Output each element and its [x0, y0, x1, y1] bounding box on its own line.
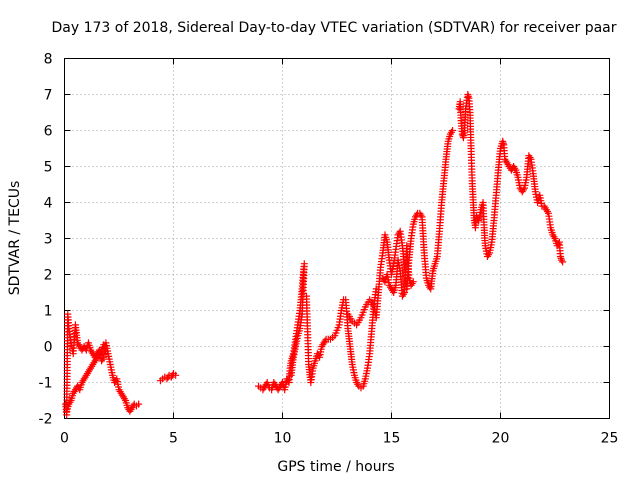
y-tick-label: 7 [44, 88, 53, 104]
chart-title: Day 173 of 2018, Sidereal Day-to-day VTE… [51, 20, 616, 36]
x-tick-label: 0 [60, 431, 69, 447]
data-point [550, 233, 558, 241]
x-axis-label: GPS time / hours [277, 459, 394, 475]
y-tick-label: 3 [44, 232, 53, 248]
x-tick-label: 5 [169, 431, 178, 447]
x-axis: 0 5 10 15 20 25 [60, 58, 619, 447]
data-point [354, 380, 362, 388]
data-point [526, 154, 534, 161]
x-tick-label: 25 [601, 431, 619, 447]
y-tick-label: 2 [44, 268, 53, 284]
data-point [409, 278, 417, 286]
y-tick-label: -1 [39, 376, 53, 392]
y-tick-label: 0 [44, 340, 53, 356]
y-tick-label: 1 [44, 304, 53, 320]
data-point [287, 371, 295, 379]
data-point [417, 211, 425, 219]
data-point [172, 371, 180, 379]
data-point [449, 127, 457, 134]
data-series [62, 91, 567, 419]
x-tick-label: 15 [383, 431, 401, 447]
y-tick-label: -2 [39, 412, 53, 428]
y-axis: -2 -1 0 1 2 3 4 5 6 7 8 [39, 52, 610, 428]
x-tick-label: 20 [492, 431, 510, 447]
data-point [559, 258, 567, 266]
data-point [447, 128, 455, 136]
y-tick-label: 5 [44, 160, 53, 176]
data-point [399, 290, 407, 298]
data-point [135, 400, 143, 408]
y-tick-label: 8 [44, 52, 53, 68]
y-tick-label: 6 [44, 124, 53, 140]
data-point [102, 350, 110, 358]
y-axis-label: SDTVAR / TECUs [7, 181, 23, 296]
x-tick-label: 10 [274, 431, 292, 447]
data-point [558, 256, 566, 264]
y-tick-label: 4 [44, 196, 53, 212]
grid [64, 58, 610, 419]
